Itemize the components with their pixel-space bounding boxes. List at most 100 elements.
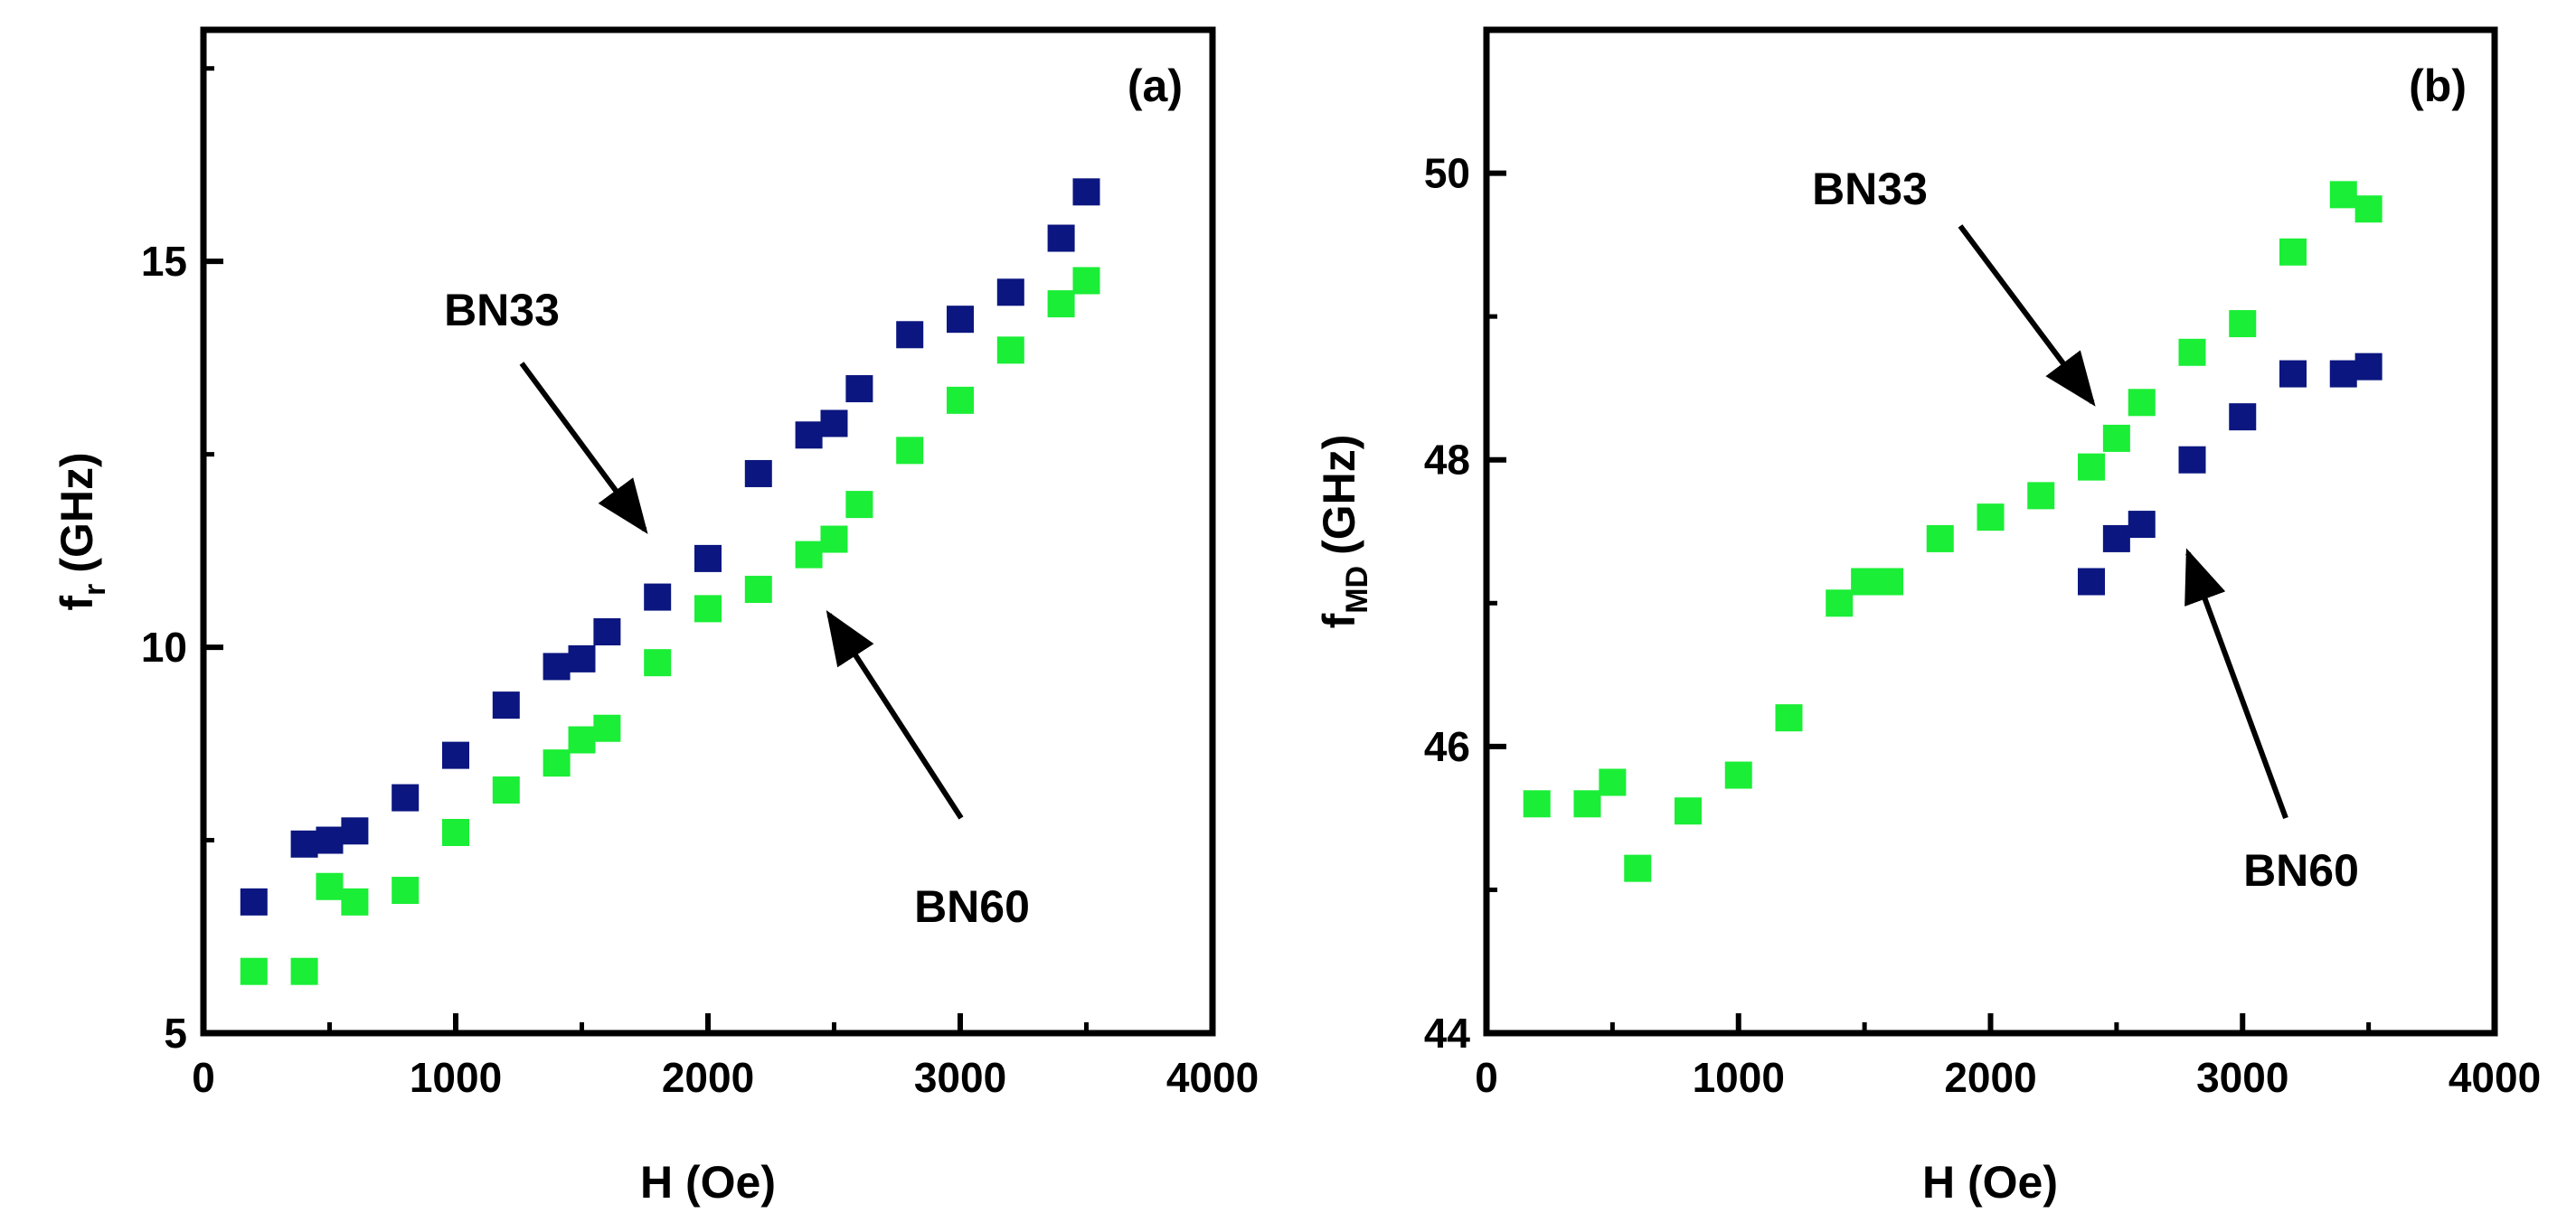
panel-b-ticks: 0 1000 2000 3000 4000 44 46 48 50 <box>1424 27 2541 1101</box>
panel-a-bn60-point <box>568 726 596 754</box>
panel-a-bn60-point <box>290 957 318 985</box>
panel-b-bn33-point <box>2354 353 2383 381</box>
panel-b-annotation-bn60: BN60 <box>2243 845 2359 896</box>
panel-a-bn60-point <box>947 386 974 414</box>
panel-a-bn60-point <box>820 525 848 553</box>
panel-a-x-tick-label: 4000 <box>1166 1054 1259 1101</box>
panel-a-bn33-point <box>341 817 369 845</box>
panel-a-bn33-point <box>744 459 772 487</box>
panel-b-bn33-point <box>2078 568 2105 596</box>
panel-b-annotation-bn33: BN33 <box>1812 164 1928 214</box>
panel-b-bn60-point <box>1977 503 2005 531</box>
panel-b-x-tick-label: 4000 <box>2449 1054 2541 1101</box>
panel-a-bn33-point <box>442 741 469 769</box>
panel-a-annotation-bn33: BN33 <box>444 285 560 335</box>
panel-b-bn60-point <box>1926 524 1954 552</box>
panel-b-bn60-point <box>2279 238 2307 266</box>
panel-a-bn33-point <box>568 644 596 672</box>
panel-a-bn33-point <box>896 321 924 349</box>
panel-a-bn33-point <box>820 409 848 437</box>
panel-b-y-tick-label: 48 <box>1424 437 1470 484</box>
panel-b-chart: 0 1000 2000 3000 4000 44 46 48 50 (b) H (Oe) fMD… <box>1314 26 2541 1208</box>
panel-a-y-tick-label: 5 <box>164 1010 187 1057</box>
panel-a-bn33-point <box>845 375 873 403</box>
panel-b-x-tick-label: 2000 <box>1944 1054 2036 1101</box>
panel-a-y-tick-label: 10 <box>141 624 187 671</box>
panel-a-bn33-point <box>392 784 420 812</box>
panel-b-bn60-point <box>1775 704 1803 732</box>
panel-b-bn60-point <box>2078 453 2105 481</box>
panel-a-bn60-point <box>316 872 344 900</box>
panel-a-bn60-point <box>744 576 772 604</box>
panel-a-x-tick-label: 3000 <box>914 1054 1006 1101</box>
panel-b-bn60-point <box>1876 568 1903 596</box>
panel-b-x-axis-label: H (Oe) <box>1922 1157 2058 1208</box>
panel-a-bn60-point <box>341 888 369 916</box>
panel-a-bn33-point <box>1047 224 1075 252</box>
panel-a-label: (a) <box>1128 61 1183 111</box>
panel-a-x-tick-label: 2000 <box>662 1054 754 1101</box>
panel-a-bn60-point <box>996 336 1024 364</box>
panel-b-bn60-point <box>1599 768 1627 796</box>
panel-a-bn60-point <box>795 541 823 569</box>
panel-a-bn60-point <box>694 595 722 623</box>
panel-b-y-tick-label: 46 <box>1424 723 1470 770</box>
panel-b-bn60-point <box>1624 854 1652 882</box>
panel-b-bn60-point <box>2027 482 2055 510</box>
panel-a-bn33-point <box>795 421 823 449</box>
panel-b-bn60-point <box>1573 790 1601 818</box>
panel-a-bn33-point <box>1072 178 1100 206</box>
panel-a-x-tick-label: 0 <box>192 1054 215 1101</box>
panel-a-bn33-point <box>947 306 974 334</box>
panel-b-bn33-point <box>2128 511 2156 539</box>
panel-a-bn60-point <box>1047 290 1075 318</box>
panel-a-chart: 0 1000 2000 3000 4000 5 10 15 (a) H (Oe) fr(GHz… <box>52 26 1259 1208</box>
panel-a-bn60-point <box>240 957 268 985</box>
panel-b-label: (b) <box>2409 61 2467 111</box>
panel-b-bn33-point <box>2178 446 2206 474</box>
panel-a-bn33-point <box>996 278 1024 306</box>
panel-a-bn33-point <box>543 653 571 681</box>
panel-b-arrow-bn33 <box>1958 224 2096 407</box>
panel-a-bn60-point <box>1072 267 1100 295</box>
panel-b-bn60-point <box>2178 338 2206 366</box>
panel-a-bn60-point <box>442 819 469 846</box>
panel-a-bn60-point <box>845 491 873 519</box>
panel-a-bn60-point <box>392 877 420 905</box>
panel-a-bn33-point <box>694 544 722 572</box>
panel-a-bn33-point <box>316 826 344 854</box>
panel-b-x-tick-label: 1000 <box>1693 1054 1785 1101</box>
panel-a-bn33-point <box>240 888 268 916</box>
panel-a-bn33-point <box>593 618 621 645</box>
panel-a-bn60-point <box>543 749 571 777</box>
panel-a-arrow-bn33 <box>519 362 648 534</box>
panel-a-bn60-point <box>644 649 672 677</box>
panel-b-bn33-point <box>2329 360 2357 388</box>
panel-b-points <box>1523 181 2383 882</box>
panel-b-y-tick-label: 50 <box>1424 150 1470 197</box>
panel-b-bn60-point <box>2102 424 2130 452</box>
panel-b-bn60-point <box>2354 195 2383 223</box>
panel-b-bn33-point <box>2279 360 2307 388</box>
panel-b-bn60-point <box>1826 589 1854 617</box>
panel-b-bn33-point <box>2102 524 2130 552</box>
panel-b-y-axis-label: fMD(GHz) <box>1314 435 1374 629</box>
panel-a-bn33-point <box>492 691 520 719</box>
panel-b-bn60-point <box>1675 797 1702 825</box>
panel-a-y-tick-label: 15 <box>141 238 187 285</box>
panel-a-bn33-point <box>644 583 672 611</box>
panel-a-ticks: 0 1000 2000 3000 4000 5 10 15 <box>141 66 1259 1101</box>
panel-b-bn60-point <box>2128 389 2156 417</box>
panel-a-bn60-point <box>896 437 924 465</box>
panel-b-bn60-point <box>2329 181 2357 209</box>
panel-a-x-axis-label: H (Oe) <box>640 1157 776 1208</box>
panel-b-bn33-point <box>2229 403 2257 431</box>
panel-b-arrow-bn60 <box>2184 548 2288 820</box>
panel-a-bn60-point <box>593 714 621 742</box>
panel-a-bn60-point <box>492 776 520 804</box>
panel-b-x-tick-label: 0 <box>1475 1054 1498 1101</box>
panel-b-y-tick-label: 44 <box>1424 1010 1471 1057</box>
panel-b-bn60-point <box>1523 790 1551 818</box>
panel-a-bn33-point <box>290 830 318 858</box>
